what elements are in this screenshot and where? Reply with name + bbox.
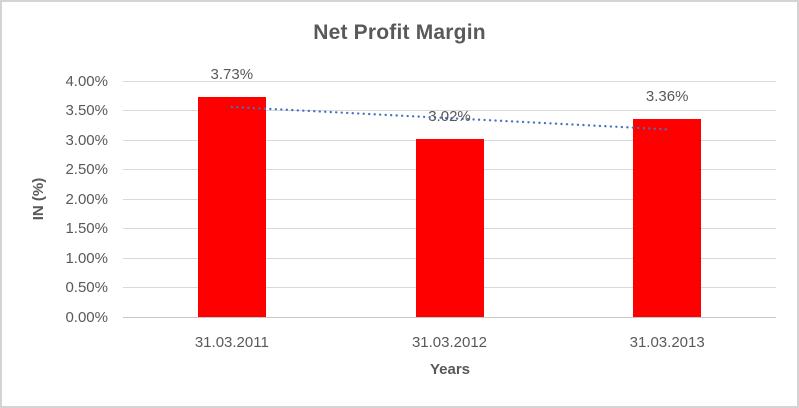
bar (633, 118, 702, 317)
y-tick-label: 0.50% (65, 279, 108, 296)
y-tick-label: 4.00% (65, 72, 108, 90)
y-tick-label: 3.00% (65, 131, 108, 149)
x-axis-line (123, 316, 776, 318)
x-axis-title: Years (429, 361, 471, 378)
bar (197, 96, 266, 317)
y-tick-label: 3.50% (65, 102, 108, 119)
y-tick-label: 1.50% (65, 220, 108, 237)
y-tick-label: 1.00% (65, 249, 108, 267)
y-tick-label: 2.50% (65, 161, 108, 178)
chart-title: Net Profit Margin (313, 21, 486, 44)
bar (415, 138, 484, 317)
trendline-dotted (230, 105, 669, 131)
y-tick-label: 0.00% (65, 308, 108, 326)
bar-data-label: 3.02% (428, 107, 471, 125)
gridline (123, 110, 776, 111)
x-tick-label: 31.03.2011 (194, 334, 269, 351)
y-tick-label: 2.00% (65, 190, 108, 208)
bar-data-label: 3.36% (645, 87, 689, 105)
bar-data-label: 3.73% (210, 65, 254, 83)
gridline (123, 80, 776, 82)
x-tick-label: 31.03.2013 (629, 334, 705, 351)
x-tick-label: 31.03.2012 (411, 334, 488, 351)
